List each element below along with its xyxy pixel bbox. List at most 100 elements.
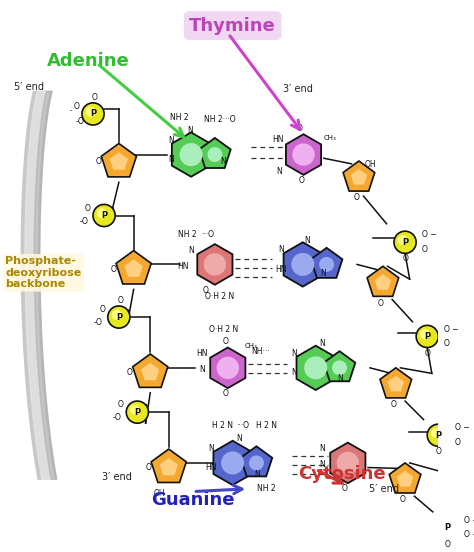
Text: N: N — [188, 246, 194, 255]
Circle shape — [249, 455, 264, 470]
Circle shape — [93, 204, 115, 226]
Circle shape — [416, 325, 438, 348]
Polygon shape — [351, 169, 367, 184]
Text: N: N — [199, 365, 205, 374]
Text: -O: -O — [79, 216, 88, 226]
Polygon shape — [286, 134, 321, 175]
Circle shape — [337, 452, 359, 474]
Text: O: O — [100, 305, 105, 314]
Text: -O: -O — [94, 318, 103, 327]
Circle shape — [319, 257, 334, 272]
Polygon shape — [389, 463, 421, 493]
Polygon shape — [283, 242, 322, 286]
Text: Phosphate-
deoxyribose
backbone: Phosphate- deoxyribose backbone — [5, 256, 82, 289]
Text: Guanine: Guanine — [152, 491, 235, 508]
Text: O −: O − — [455, 423, 470, 432]
Text: P: P — [134, 407, 140, 417]
Circle shape — [394, 231, 416, 253]
Text: OH: OH — [364, 160, 376, 169]
Text: Thymine: Thymine — [189, 17, 276, 35]
Polygon shape — [380, 368, 411, 398]
Text: ···O: ···O — [236, 422, 249, 431]
Text: N: N — [255, 470, 260, 479]
Text: P: P — [101, 211, 107, 220]
Text: N: N — [169, 155, 174, 164]
Text: P: P — [90, 109, 96, 119]
Text: HN: HN — [272, 135, 283, 144]
Text: O: O — [299, 176, 305, 185]
Text: P: P — [402, 238, 408, 247]
Polygon shape — [241, 447, 272, 476]
Text: N: N — [319, 460, 325, 469]
Text: -O: -O — [113, 413, 121, 422]
Text: O: O — [435, 447, 441, 457]
Circle shape — [82, 103, 104, 125]
Text: O: O — [400, 495, 405, 505]
Text: HN: HN — [196, 348, 208, 358]
Text: O −: O − — [464, 516, 474, 524]
Text: O: O — [390, 400, 396, 409]
Polygon shape — [199, 138, 231, 168]
Polygon shape — [101, 144, 137, 177]
Text: N: N — [337, 374, 343, 384]
Text: O: O — [96, 157, 101, 167]
Text: O: O — [444, 339, 450, 348]
Circle shape — [126, 401, 148, 423]
Text: O: O — [84, 204, 91, 213]
Polygon shape — [210, 348, 246, 388]
Text: O: O — [422, 245, 428, 254]
Text: NH···: NH··· — [251, 347, 269, 355]
Text: P: P — [435, 431, 441, 440]
Text: N: N — [208, 444, 214, 453]
Circle shape — [427, 424, 449, 447]
Text: 3′ end: 3′ end — [283, 84, 313, 94]
Text: N: N — [277, 167, 283, 176]
Circle shape — [437, 517, 459, 539]
Text: HN: HN — [205, 463, 217, 472]
Polygon shape — [343, 161, 375, 191]
Text: N: N — [292, 368, 297, 377]
Polygon shape — [151, 449, 186, 482]
Text: O: O — [203, 286, 209, 295]
Text: O: O — [127, 368, 133, 377]
Circle shape — [332, 360, 347, 375]
Circle shape — [431, 428, 441, 438]
Text: N: N — [319, 339, 325, 348]
Text: O: O — [92, 93, 98, 102]
Polygon shape — [116, 251, 151, 284]
Circle shape — [86, 107, 96, 116]
Polygon shape — [324, 351, 356, 381]
Text: O·H 2 N: O·H 2 N — [205, 292, 234, 301]
Polygon shape — [160, 458, 178, 475]
Text: O: O — [424, 348, 430, 358]
Text: OH: OH — [154, 489, 165, 498]
Text: N: N — [320, 269, 326, 278]
Text: O: O — [118, 400, 124, 409]
Text: O: O — [377, 299, 383, 307]
Polygon shape — [297, 346, 335, 390]
Text: Adenine: Adenine — [47, 52, 129, 70]
Text: CH₃: CH₃ — [245, 343, 257, 349]
Text: O: O — [110, 264, 116, 274]
Text: H 2 N: H 2 N — [256, 422, 277, 431]
Text: P: P — [116, 312, 122, 322]
Circle shape — [398, 235, 408, 245]
Text: O: O — [223, 389, 229, 398]
Text: N: N — [187, 126, 193, 135]
Polygon shape — [110, 152, 128, 169]
Circle shape — [112, 310, 122, 320]
Text: O: O — [223, 337, 229, 347]
Text: N: N — [220, 157, 226, 167]
Text: O: O — [118, 296, 124, 305]
Circle shape — [291, 253, 314, 276]
Text: NH 2: NH 2 — [178, 230, 197, 240]
Text: O·H 2 N: O·H 2 N — [209, 325, 238, 333]
Circle shape — [292, 144, 315, 166]
Text: 5′ end: 5′ end — [14, 82, 44, 92]
Circle shape — [217, 357, 239, 379]
Text: HN: HN — [178, 262, 189, 271]
Text: ···O: ···O — [201, 230, 214, 240]
Circle shape — [221, 452, 244, 475]
Text: O: O — [353, 193, 359, 203]
Polygon shape — [213, 440, 252, 485]
